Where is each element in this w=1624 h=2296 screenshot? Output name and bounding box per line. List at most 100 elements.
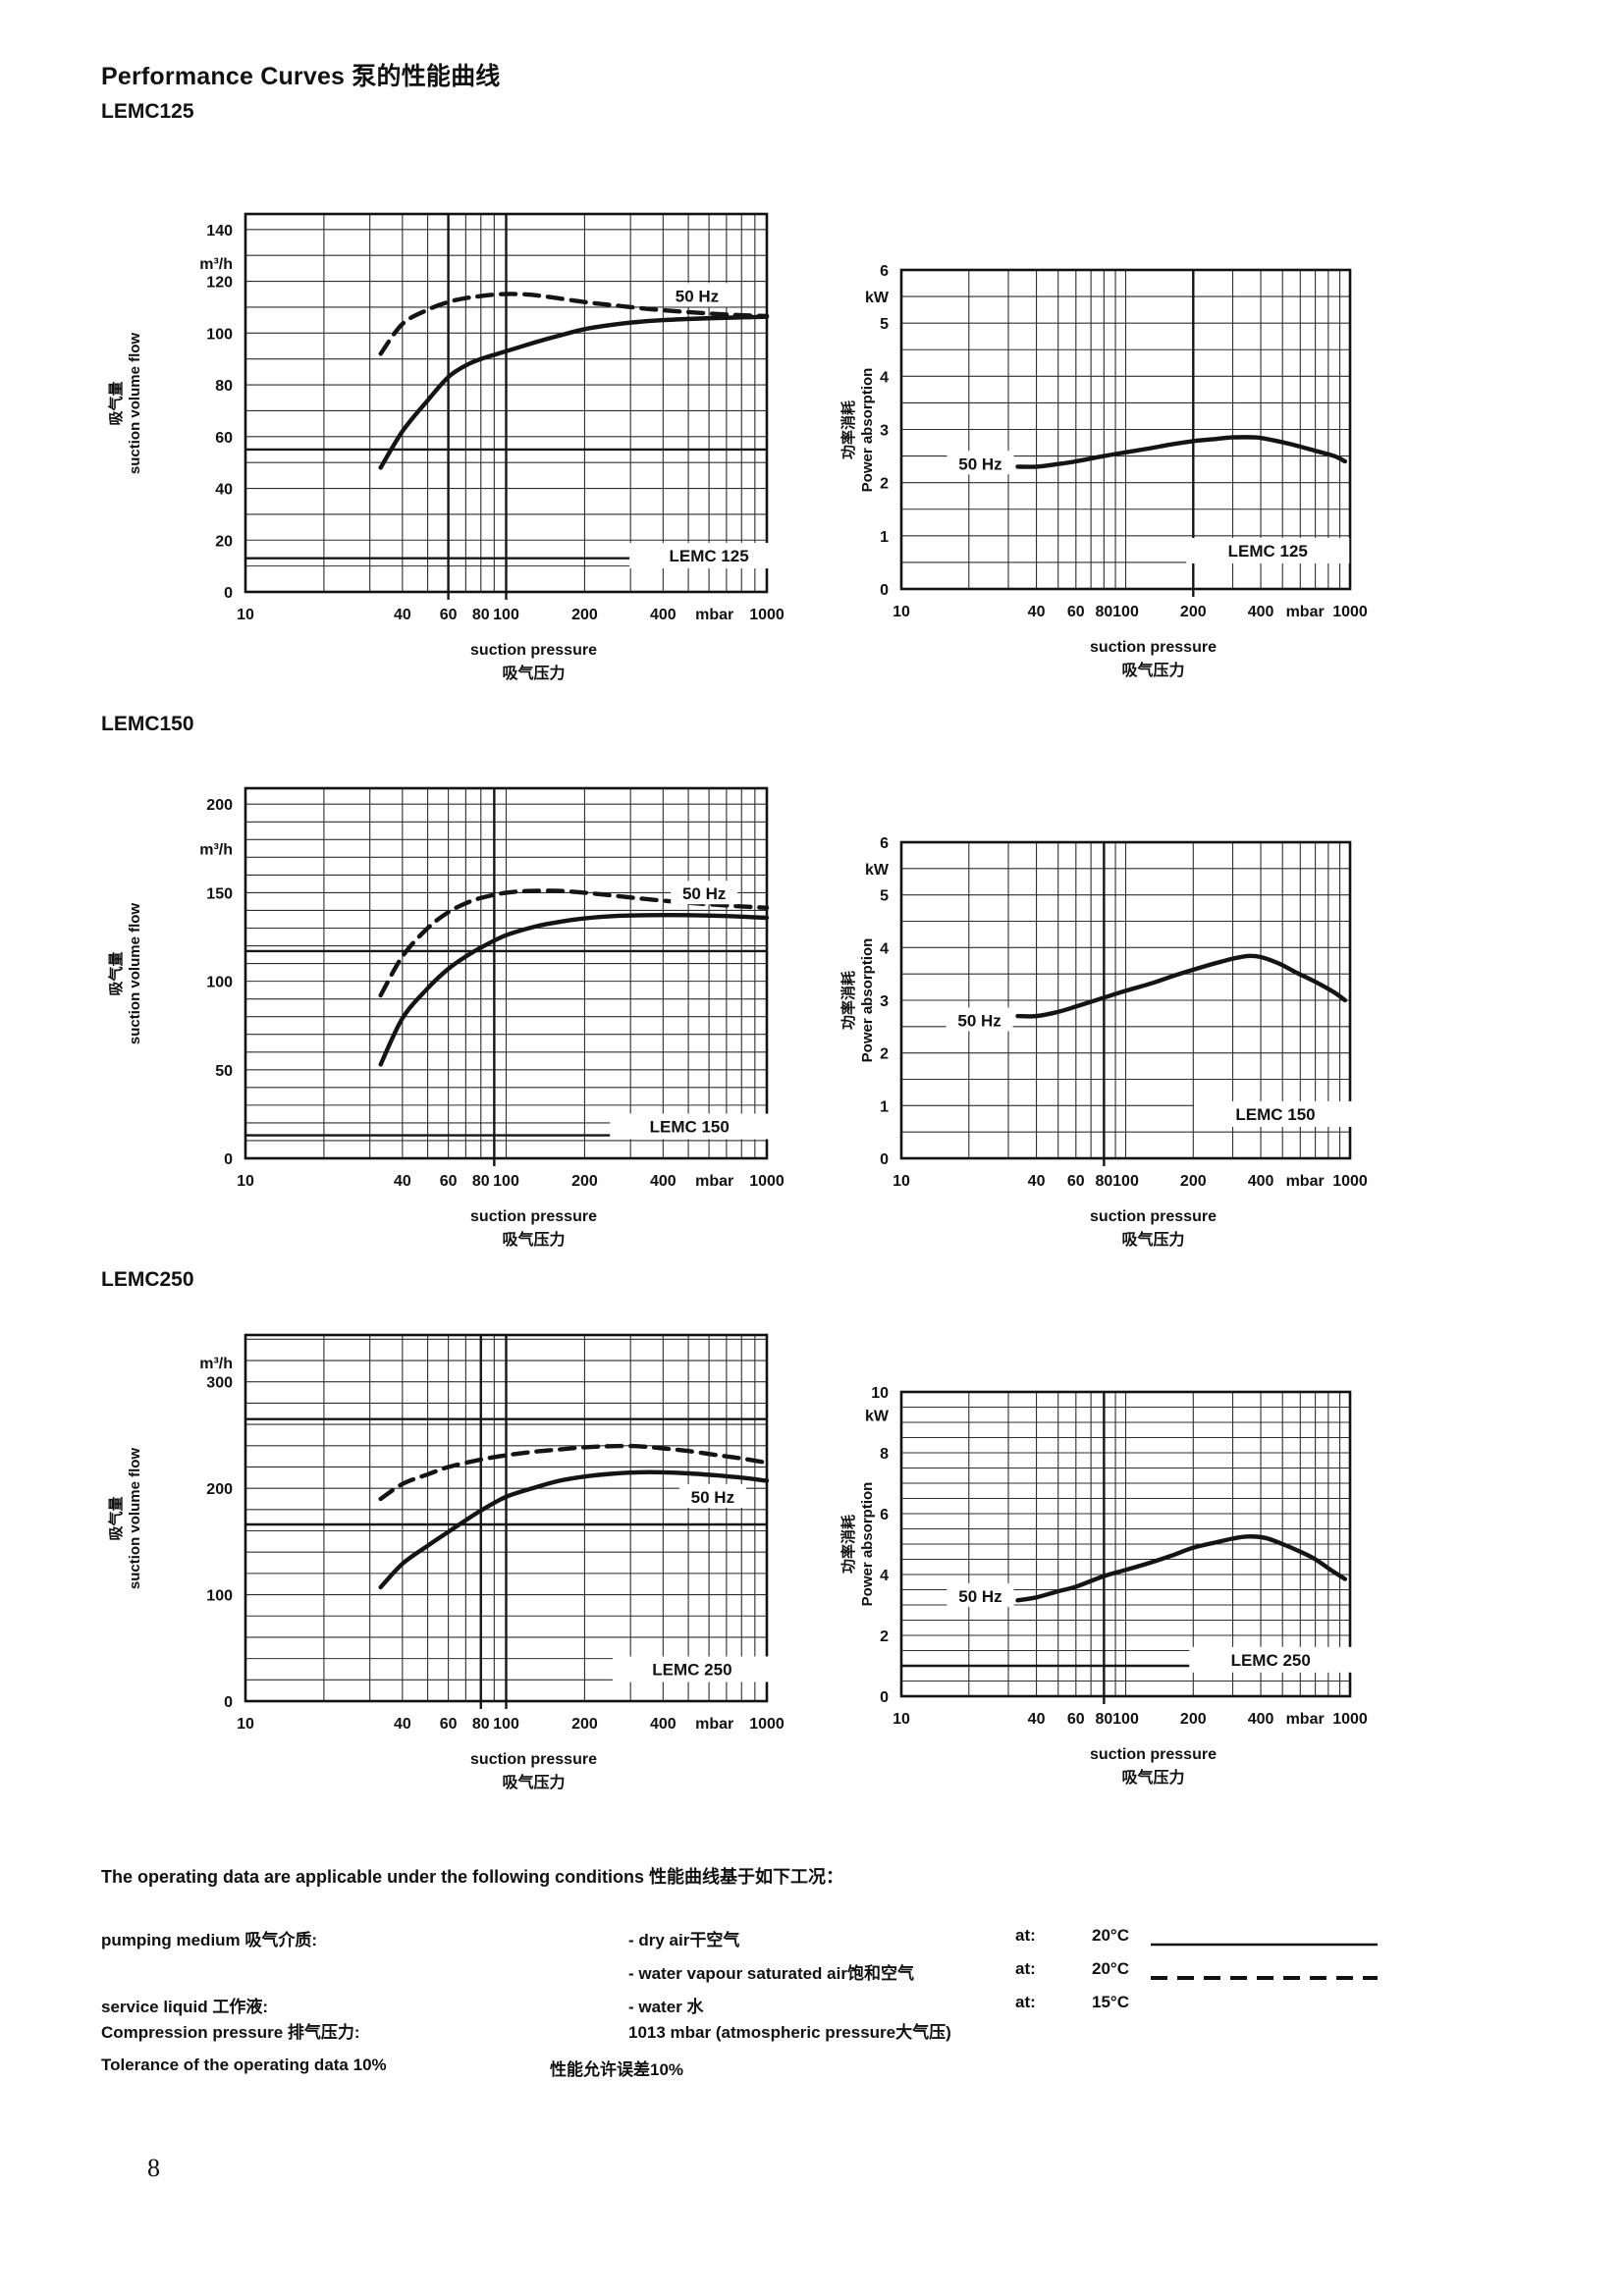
lemc250-flow-curve-solid <box>378 1469 770 1590</box>
model-label-box <box>1186 538 1350 563</box>
x-axis-title-zh: 吸气压力 <box>502 666 566 682</box>
x-tick-label: 40 <box>1028 604 1046 620</box>
lemc150-power-chart: LEMC 150 50 Hz 0 1 2 3 4 5 6 kW 10 40 60 80 100 200 400 m… <box>865 835 1368 1190</box>
y-axis-title-en: Power absorption <box>859 367 876 492</box>
lemc250-flow-curve-dashed <box>378 1443 770 1502</box>
x-tick-label: 1000 <box>1332 1173 1368 1190</box>
y-tick-label: 8 <box>880 1446 889 1463</box>
y-tick-label: 100 <box>206 1588 233 1605</box>
y-tick-label: 0 <box>224 585 233 602</box>
x-tick-label: 1000 <box>749 1173 785 1190</box>
condition-at: at: <box>1015 1959 1036 1978</box>
x-tick-label: 40 <box>394 1716 411 1733</box>
x-tick-label: 10 <box>893 1173 910 1190</box>
x-tick-label: 10 <box>237 1173 254 1190</box>
x-axis-title-zh: 吸气压力 <box>1121 1770 1185 1787</box>
y-axis-title-zh: 功率消耗 <box>840 1515 857 1575</box>
freq-label: 50 Hz <box>691 1488 734 1507</box>
plot-frame <box>244 1333 769 1703</box>
plot-frame <box>899 1390 1352 1698</box>
x-tick-label: mbar <box>1286 1711 1325 1728</box>
model-label-box <box>612 1656 772 1682</box>
x-tick-label: 100 <box>493 1716 519 1733</box>
condition-value: - dry air干空气 <box>628 1931 740 1949</box>
x-tick-label: 60 <box>440 607 458 623</box>
x-tick-label: 10 <box>237 1716 254 1733</box>
x-tick-label: 200 <box>1180 1711 1207 1728</box>
condition-temp: 15°C <box>1092 1993 1129 2011</box>
condition-row-0: pumping medium 吸气介质: - dry air干空气 at: 20°C <box>0 1926 1624 1953</box>
lemc250-power-x-axis-title: suction pressure 吸气压力 <box>1036 1743 1272 1790</box>
lemc150-power-y-axis-title: 功率消耗 Power absorption <box>839 853 877 1148</box>
page-number: 8 <box>147 2154 160 2182</box>
y-tick-label: 60 <box>215 430 233 447</box>
x-axis-title-en: suction pressure <box>470 642 597 659</box>
y-tick-label: 100 <box>206 326 233 343</box>
y-tick-label: 2 <box>880 1046 889 1063</box>
y-tick-label: 3 <box>880 993 889 1010</box>
y-tick-label: 0 <box>224 1151 233 1168</box>
x-axis-title-zh: 吸气压力 <box>502 1775 566 1791</box>
x-tick-label: 1000 <box>1332 604 1368 620</box>
y-axis-title-en: Power absorption <box>859 937 876 1063</box>
x-tick-label: 200 <box>1180 1173 1207 1190</box>
y-tick-label: 2 <box>880 476 889 493</box>
condition-row-2: service liquid 工作液: - water 水 at: 15°C <box>0 1993 1624 2020</box>
y-tick-label: 140 <box>206 223 233 240</box>
x-tick-label: mbar <box>1286 604 1325 620</box>
y-tick-label: 4 <box>880 369 889 386</box>
y-tick-label: 50 <box>215 1063 233 1080</box>
x-tick-label: 80 <box>1095 604 1112 620</box>
y-tick-label: 0 <box>880 1689 889 1706</box>
x-axis-title-en: suction pressure <box>1090 1746 1217 1763</box>
freq-label-halo <box>678 1483 746 1508</box>
y-tick-label: 10 <box>871 1385 889 1402</box>
y-axis-title-zh: 功率消耗 <box>840 400 857 459</box>
lemc150-flow-x-axis-title: suction pressure 吸气压力 <box>416 1205 652 1253</box>
model-label-box <box>629 543 789 569</box>
y-tick-label: 20 <box>215 533 233 550</box>
y-tick-label: 6 <box>880 263 889 280</box>
y-tick-label: 0 <box>880 582 889 599</box>
grid-lines <box>245 788 767 1158</box>
x-tick-label: 80 <box>472 1716 490 1733</box>
freq-label-halo <box>946 1007 1013 1032</box>
y-tick-label: 150 <box>206 885 233 902</box>
x-tick-label: 400 <box>1248 1711 1274 1728</box>
y-tick-label: 100 <box>206 975 233 991</box>
condition-value: 1013 mbar (atmospheric pressure大气压) <box>628 2023 951 2042</box>
y-tick-label: 5 <box>880 316 889 333</box>
plot-frame <box>899 840 1352 1160</box>
lemc150-flow-y-axis-title: 吸气量 suction volume flow <box>107 827 144 1121</box>
conditions-intro: The operating data are applicable under … <box>101 1867 844 1887</box>
lemc250-power-curve-solid <box>1015 1534 1348 1603</box>
x-tick-label: 80 <box>472 1173 490 1190</box>
x-tick-label: 400 <box>650 607 677 623</box>
y-tick-label: 0 <box>224 1694 233 1711</box>
model-label: LEMC 125 <box>669 547 748 565</box>
y-tick-label: 40 <box>215 482 233 499</box>
lemc150-flow-curve-solid <box>378 913 770 1067</box>
x-tick-label: 100 <box>1112 604 1139 620</box>
y-tick-label: 300 <box>206 1375 233 1392</box>
y-axis-title-zh: 吸气量 <box>108 381 125 426</box>
y-tick-label: 120 <box>206 275 233 292</box>
x-tick-label: 40 <box>1028 1173 1046 1190</box>
freq-label-halo <box>663 283 731 307</box>
lemc250-flow-x-axis-title: suction pressure 吸气压力 <box>416 1748 652 1795</box>
condition-label: Compression pressure 排气压力: <box>101 2023 360 2042</box>
grid-lines <box>901 270 1350 589</box>
x-tick-label: 60 <box>1067 1711 1085 1728</box>
freq-label: 50 Hz <box>957 1011 1001 1030</box>
condition-row-3: Compression pressure 排气压力: 1013 mbar (atm… <box>0 2018 1624 2046</box>
lemc250-power-chart: LEMC 250 50 Hz 0 2 4 6 8 10 kW 10 40 60 80 100 200 400 m… <box>865 1385 1368 1728</box>
x-tick-label: 1000 <box>749 607 785 623</box>
x-tick-label: 400 <box>650 1716 677 1733</box>
x-tick-label: 60 <box>1067 1173 1085 1190</box>
y-tick-label: 200 <box>206 1481 233 1498</box>
condition-row-1: - water vapour saturated air饱和空气 at: 20°C <box>0 1959 1624 1987</box>
model-label-box <box>610 1113 770 1140</box>
